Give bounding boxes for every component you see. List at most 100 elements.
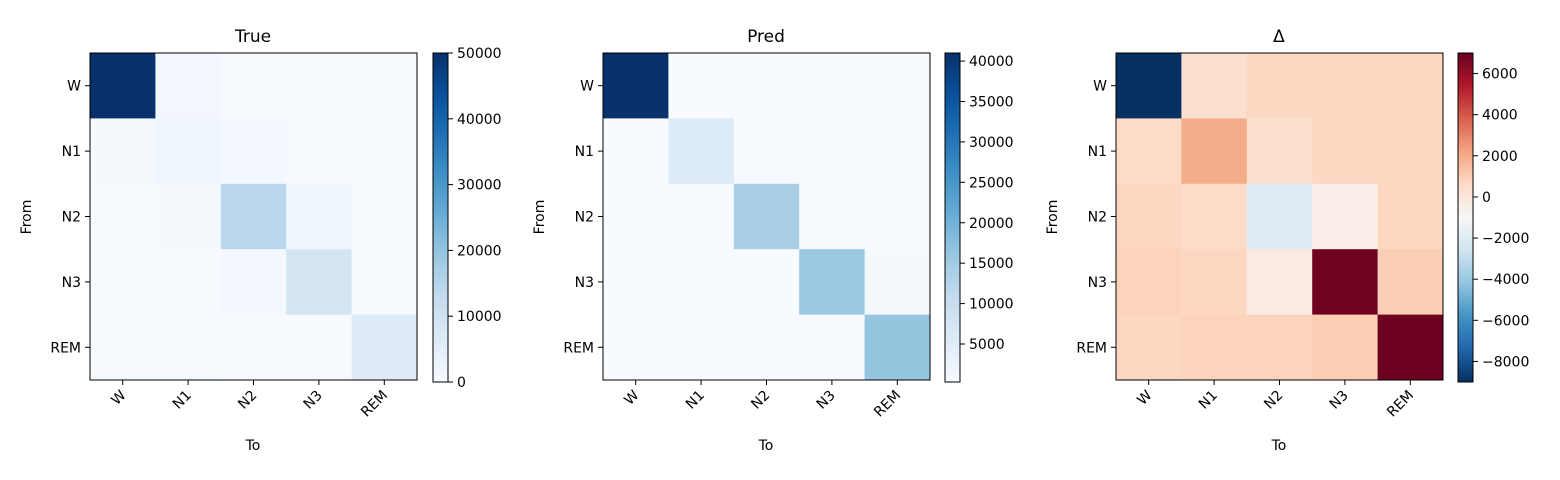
- colorbar-tick-label: 0: [1482, 190, 1491, 206]
- panel-title: True: [234, 27, 271, 47]
- y-axis-label: From: [1045, 200, 1061, 235]
- heatmap-cell: [864, 314, 931, 381]
- heatmap-cell: [155, 314, 222, 381]
- heatmap-panel-delta: Δ To From W N1 N2 N3 REM W N1 N2 N3 REM −8000 −6000…: [1045, 27, 1529, 454]
- heatmap-cell: [286, 118, 353, 185]
- heatmap-cell: [1377, 314, 1444, 381]
- heatmap-cell: [733, 249, 800, 316]
- heatmap-cell: [603, 249, 669, 316]
- x-tick-label: W: [108, 387, 129, 408]
- heatmap-cell: [155, 183, 222, 250]
- x-tick-label: N1: [683, 388, 708, 413]
- heatmap-cell: [799, 53, 866, 119]
- heatmap-cell: [1116, 183, 1182, 250]
- x-tick-label: W: [1134, 387, 1155, 408]
- heatmap-cell: [1116, 53, 1182, 119]
- colorbar-tick-label: 40000: [457, 112, 502, 128]
- x-axis-label: To: [758, 438, 774, 454]
- heatmap-cell: [668, 53, 735, 119]
- panel-title: Pred: [747, 27, 785, 47]
- heatmap-cell: [351, 53, 418, 119]
- heatmap-cell: [351, 183, 418, 250]
- heatmap-cell: [733, 314, 800, 381]
- heatmap-cell: [90, 183, 156, 250]
- x-tick-label: N3: [301, 388, 326, 413]
- heatmap-cell: [799, 249, 866, 316]
- heatmap-cell: [1116, 314, 1182, 381]
- heatmap-cell: [799, 183, 866, 250]
- heatmap-cell: [220, 314, 287, 381]
- colorbar-tick-label: 30000: [457, 178, 502, 194]
- colorbar-tick-label: 0: [457, 375, 466, 391]
- y-tick-label: W: [1093, 79, 1107, 95]
- heatmap-cell: [220, 183, 287, 250]
- y-tick-label: N1: [62, 144, 81, 160]
- heatmap-cell: [1246, 53, 1313, 119]
- colorbar-tick-label: 10000: [969, 297, 1014, 313]
- y-tick-label: N3: [575, 275, 594, 291]
- heatmap-panel-true: True To From W N1 N2 N3 REM W N1 N2 N3 REM 0 10000 2…: [19, 27, 502, 454]
- y-tick-label: N3: [62, 275, 81, 291]
- heatmap-cell: [1377, 118, 1444, 185]
- colorbar: [944, 52, 961, 383]
- y-tick-label: REM: [563, 340, 594, 356]
- heatmap-cell: [1312, 314, 1379, 381]
- y-tick-label: N2: [62, 210, 81, 226]
- heatmap-cell: [1312, 249, 1379, 316]
- y-tick-label: REM: [50, 340, 81, 356]
- y-tick-label: N3: [1088, 275, 1107, 291]
- heatmap-cell: [1246, 118, 1313, 185]
- heatmap-cell: [864, 53, 931, 119]
- heatmap-cell: [668, 249, 735, 316]
- heatmap-cell: [220, 53, 287, 119]
- heatmap-cell: [1181, 183, 1248, 250]
- heatmap-cell: [733, 183, 800, 250]
- colorbar-tick-label: 4000: [1482, 108, 1518, 124]
- heatmap-cell: [286, 183, 353, 250]
- y-tick-label: N1: [575, 144, 594, 160]
- heatmap-cell: [155, 53, 222, 119]
- heatmap-cell: [220, 249, 287, 316]
- heatmap-cell: [286, 314, 353, 381]
- heatmap-cell: [1312, 183, 1379, 250]
- heatmap-cell: [1246, 314, 1313, 381]
- colorbar-tick-label: 10000: [457, 309, 502, 325]
- colorbar-tick-label: 25000: [969, 175, 1014, 191]
- heatmap-cell: [1181, 314, 1248, 381]
- heatmap-cell: [733, 53, 800, 119]
- heatmap-cell: [1116, 249, 1182, 316]
- heatmap-cell: [1377, 183, 1444, 250]
- x-tick-label: N2: [1261, 388, 1286, 413]
- heatmap-cell: [1181, 53, 1248, 119]
- x-tick-label: N3: [814, 388, 839, 413]
- heatmap-cell: [799, 118, 866, 185]
- heatmap-cell: [603, 118, 669, 185]
- heatmap-cell: [286, 249, 353, 316]
- x-tick-label: N2: [235, 388, 260, 413]
- x-tick-label: W: [621, 387, 642, 408]
- heatmap-cell: [90, 249, 156, 316]
- heatmap-panel-pred: Pred To From W N1 N2 N3 REM W N1 N2 N3 REM 5000 100…: [532, 27, 1014, 454]
- heatmap-cell: [603, 183, 669, 250]
- colorbar-tick-label: 40000: [969, 54, 1014, 70]
- heatmap-cell: [286, 53, 353, 119]
- x-axis-label: To: [1271, 438, 1287, 454]
- heatmap-cell: [1377, 53, 1444, 119]
- colorbar: [432, 52, 449, 383]
- y-tick-label: W: [67, 79, 81, 95]
- heatmap-cell: [668, 118, 735, 185]
- heatmap-cell: [351, 249, 418, 316]
- colorbar: [1457, 52, 1474, 383]
- heatmap-cell: [1181, 118, 1248, 185]
- heatmap-cell: [668, 183, 735, 250]
- x-tick-label: N1: [1196, 388, 1221, 413]
- heatmap-cell: [864, 118, 931, 185]
- heatmap-cell: [864, 183, 931, 250]
- x-tick-label: REM: [871, 388, 904, 421]
- y-tick-label: N1: [1088, 144, 1107, 160]
- heatmap-cell: [1181, 249, 1248, 316]
- heatmap-cell: [864, 249, 931, 316]
- heatmap-cell: [1312, 53, 1379, 119]
- heatmap-cell: [220, 118, 287, 185]
